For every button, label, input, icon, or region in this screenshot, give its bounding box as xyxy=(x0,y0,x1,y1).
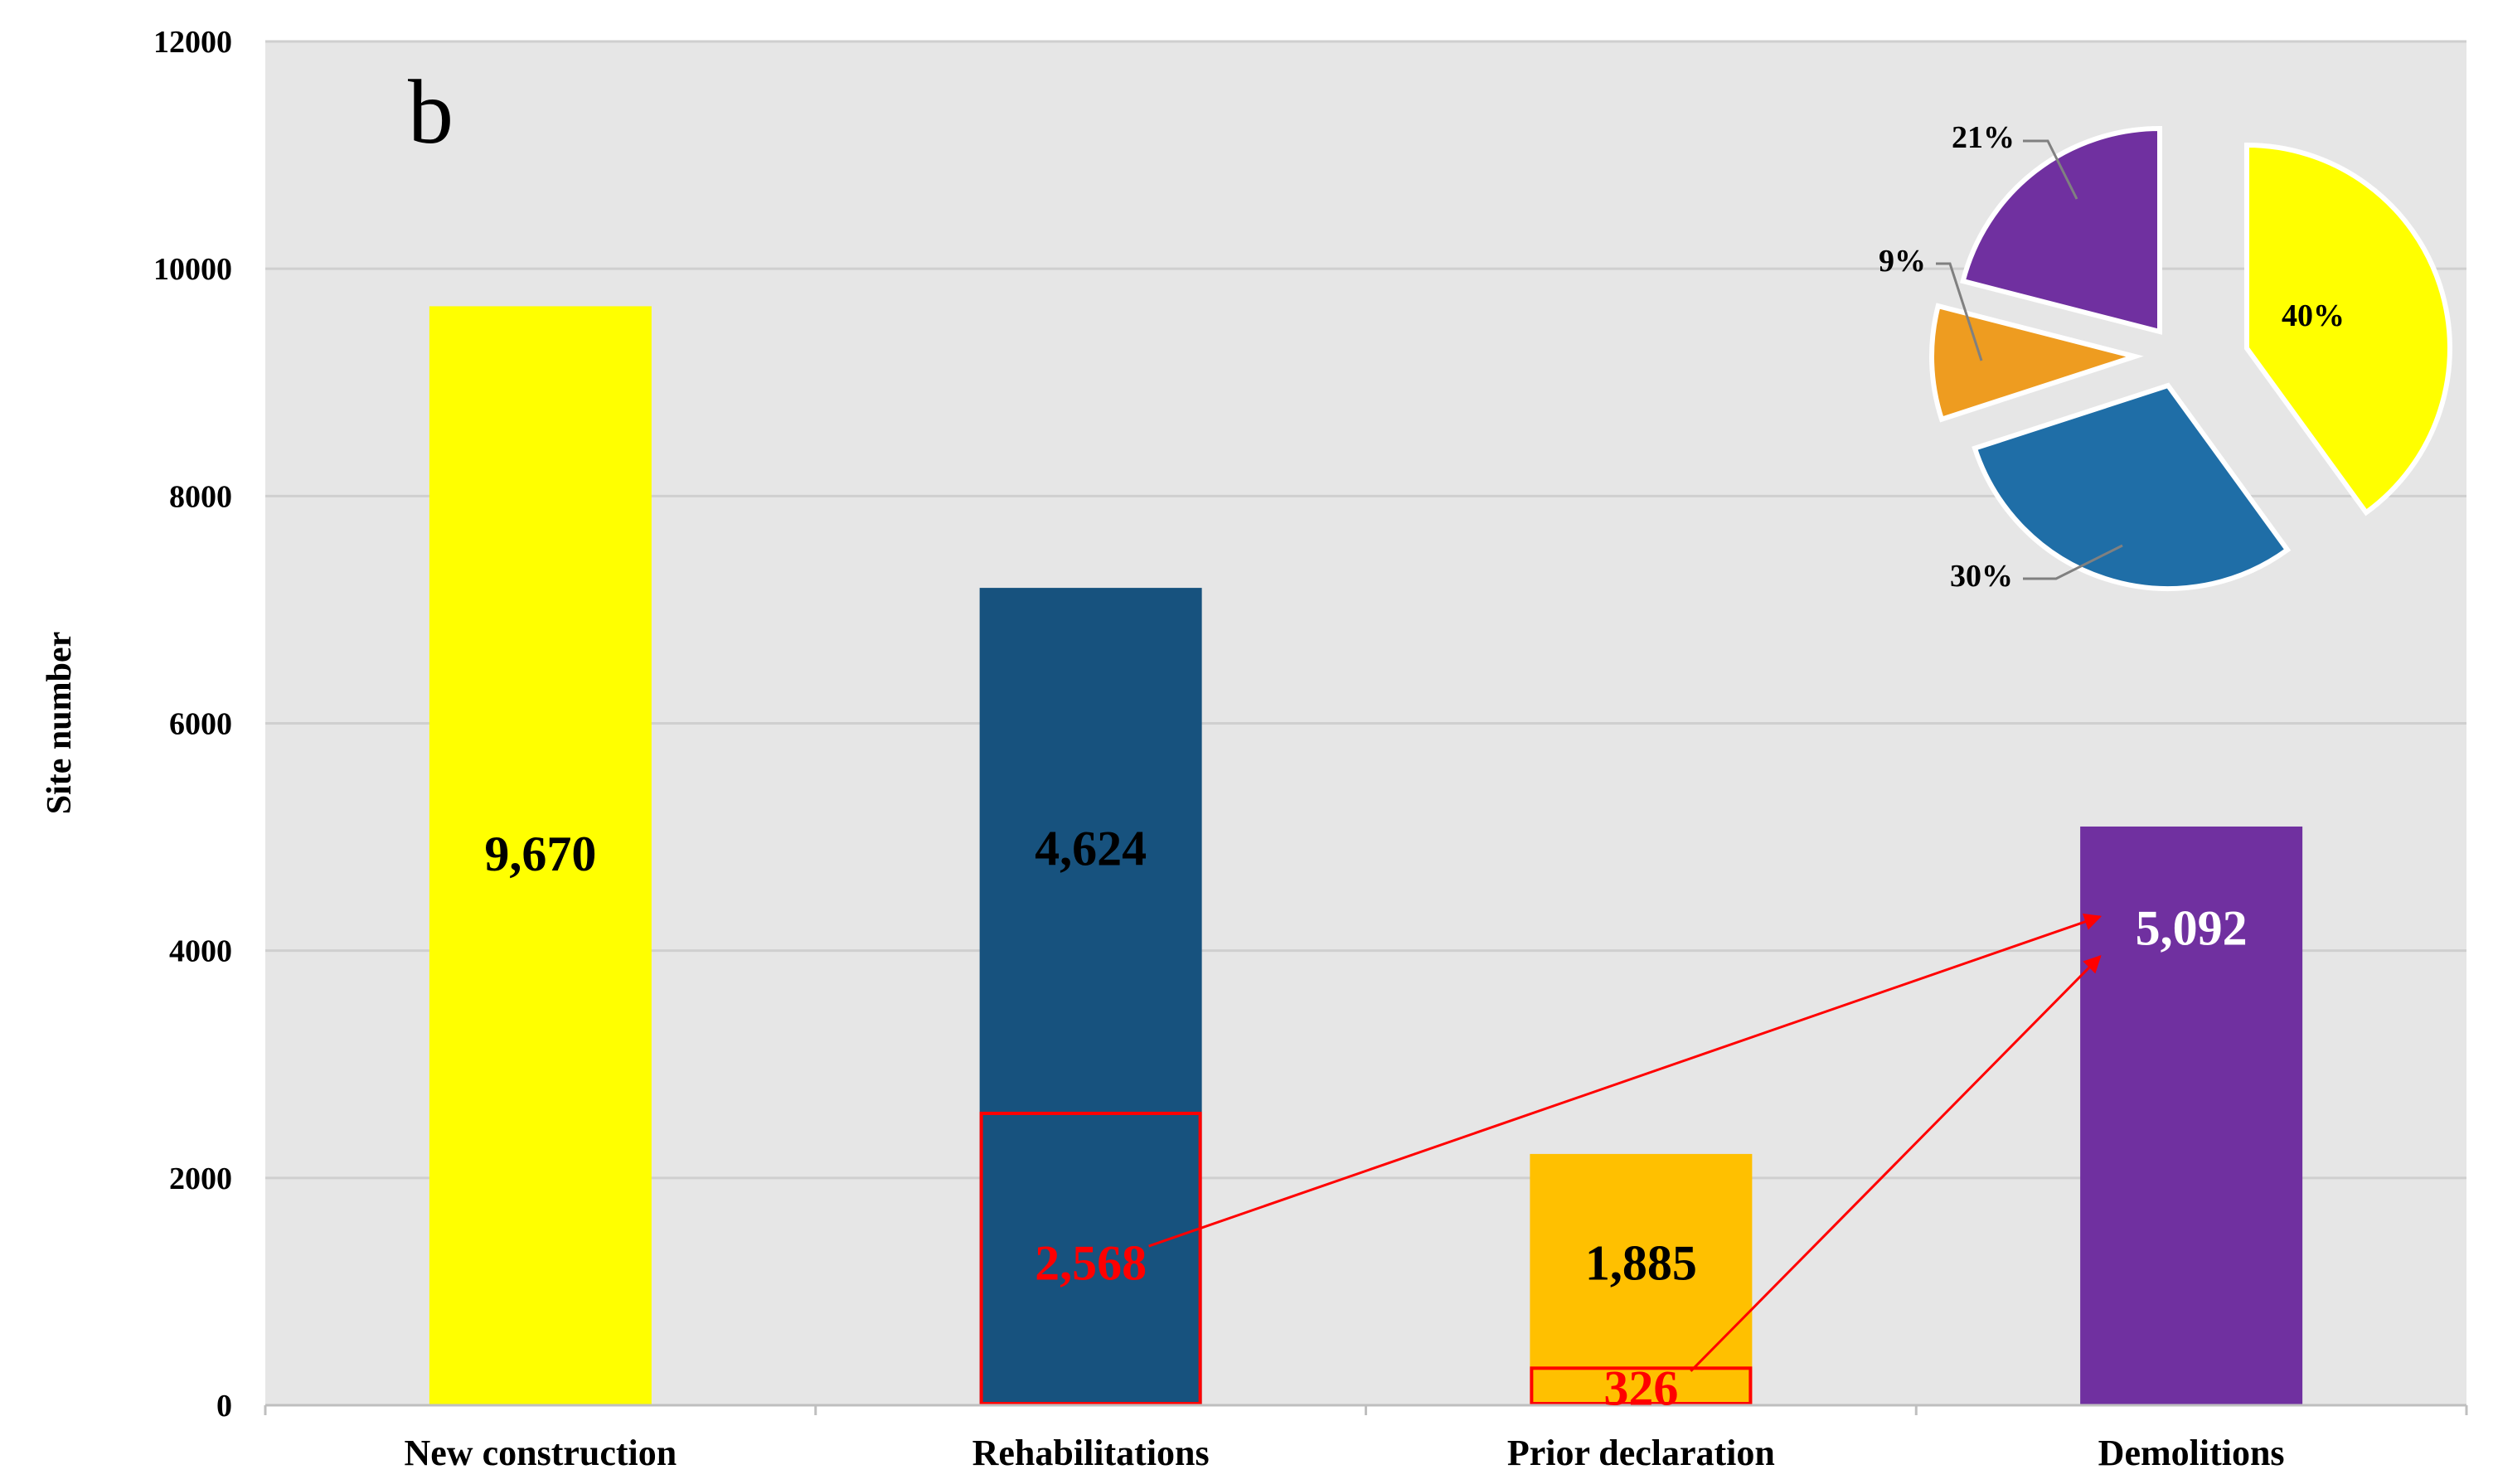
pie-slice xyxy=(1929,303,2144,423)
x-tick-label: New construction xyxy=(405,1433,677,1473)
pie-label: 40% xyxy=(2282,298,2345,333)
y-tick-label: 10000 xyxy=(153,252,232,287)
arrow xyxy=(1148,913,2103,1248)
bar-value-label: 1,885 xyxy=(1585,1236,1697,1291)
bar-demolitions xyxy=(2080,826,2303,1405)
y-tick-label: 4000 xyxy=(169,934,232,969)
x-tick-label: Demolitions xyxy=(2098,1433,2285,1473)
bar-new-construction xyxy=(429,306,652,1405)
bar-prior-declaration xyxy=(1530,1153,1753,1405)
data-labels: 2,568 326 9,670 4,624 1,885 5,092 xyxy=(484,821,2247,1415)
arrows xyxy=(1148,913,2103,1372)
y-tick-label: 12000 xyxy=(153,25,232,60)
y-axis-label: Site number xyxy=(41,632,79,815)
leader-line xyxy=(2023,544,2123,580)
subset-label: 2,568 xyxy=(1035,1236,1147,1291)
pie-slice xyxy=(2244,142,2453,516)
pie-label: 9% xyxy=(1879,244,1926,279)
y-tick-label: 8000 xyxy=(169,479,232,514)
pie-slice xyxy=(1960,125,2162,335)
arrow xyxy=(1690,955,2102,1372)
x-tick-label: Prior declaration xyxy=(1507,1433,1775,1473)
y-tick-label: 6000 xyxy=(169,707,232,742)
bar-value-label: 5,092 xyxy=(2136,900,2248,955)
highlight-box xyxy=(979,1111,1202,1405)
leader-line xyxy=(2023,139,2078,200)
pie-slice xyxy=(1972,382,2292,592)
y-tick-label: 2000 xyxy=(169,1161,232,1196)
bar-value-label: 9,670 xyxy=(484,827,596,881)
pie-label: 30% xyxy=(1950,559,2013,594)
pie-label: 21% xyxy=(1952,120,2015,155)
panel-letter: b xyxy=(408,61,453,162)
y-tick-label: 0 xyxy=(216,1389,232,1423)
subset-label: 326 xyxy=(1603,1360,1678,1415)
axes: 0 2000 4000 6000 8000 10000 12000 New construct… xyxy=(153,25,2468,1473)
bars xyxy=(429,306,2303,1405)
bar-value-label: 4,624 xyxy=(1035,821,1147,875)
leader-line xyxy=(1936,262,1983,361)
highlight-box xyxy=(1530,1366,1753,1405)
bar-rehabilitations xyxy=(979,588,1202,1405)
inset-pie-chart: 40% 30% 9% 21% xyxy=(1879,120,2453,594)
x-tick-label: Rehabilitations xyxy=(972,1433,1210,1473)
